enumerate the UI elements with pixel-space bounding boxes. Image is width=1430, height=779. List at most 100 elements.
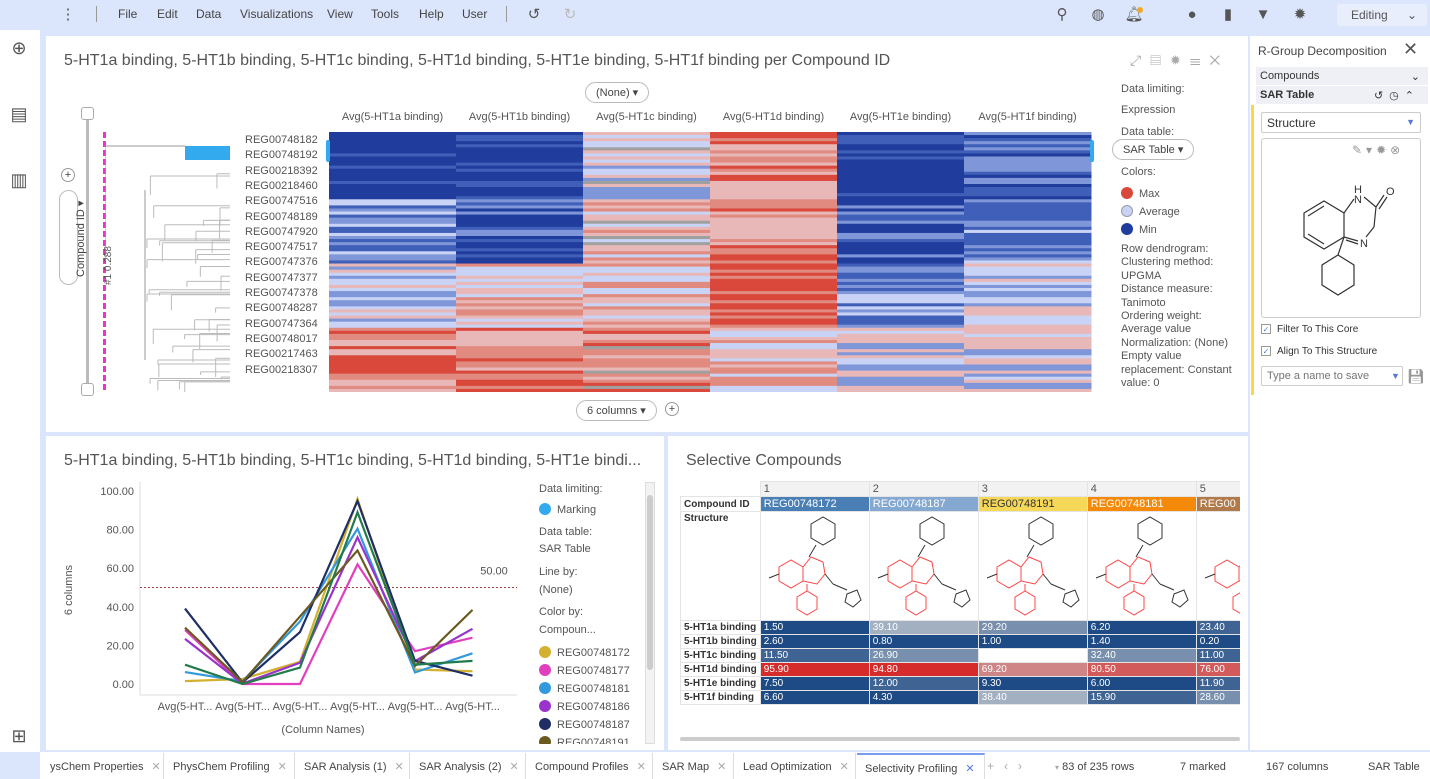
- heatmap-cell[interactable]: [329, 376, 457, 381]
- heatmap-cell[interactable]: [837, 132, 965, 136]
- heatmap-cell[interactable]: [964, 358, 1092, 362]
- heatmap-cell[interactable]: [964, 303, 1092, 307]
- heatmap-cell[interactable]: [964, 217, 1092, 222]
- heatmap-cell[interactable]: [456, 135, 584, 139]
- row-label[interactable]: REG00747517: [245, 241, 318, 254]
- heatmap-cell[interactable]: [964, 144, 1092, 148]
- heatmap-cell[interactable]: [456, 312, 584, 317]
- heatmap-cell[interactable]: [710, 303, 838, 307]
- heatmap-cell[interactable]: [964, 327, 1092, 332]
- globe-icon[interactable]: ◍: [1091, 6, 1105, 23]
- heatmap-cell[interactable]: [583, 379, 711, 384]
- heatmap-cell[interactable]: [710, 340, 838, 344]
- heatmap-cell[interactable]: [964, 141, 1092, 145]
- row-dendrogram[interactable]: [105, 130, 235, 395]
- heatmap-cell[interactable]: [456, 340, 584, 344]
- heatmap-cell[interactable]: [837, 343, 965, 347]
- heatmap-cell[interactable]: [456, 272, 584, 277]
- heatmap-cell[interactable]: [329, 358, 457, 362]
- maximize-icon[interactable]: ⤢: [1130, 52, 1151, 68]
- heatmap-cell[interactable]: [710, 208, 838, 213]
- heatmap-cell[interactable]: [456, 214, 584, 219]
- heatmap-cell[interactable]: [583, 226, 711, 231]
- heatmap-cell[interactable]: [710, 153, 838, 157]
- heatmap-cell[interactable]: [837, 330, 965, 335]
- heatmap-cell[interactable]: [710, 220, 838, 225]
- page-tab[interactable]: Lead Optimization ✕: [735, 753, 856, 779]
- legend-item[interactable]: REG00748177: [539, 664, 644, 682]
- heatmap-cell[interactable]: [837, 382, 965, 387]
- previous-page-icon[interactable]: ‹: [1004, 759, 1019, 773]
- heatmap-cell[interactable]: [837, 346, 965, 350]
- sar-table-section[interactable]: SAR Table ↺◷⌃: [1256, 86, 1428, 104]
- heatmap-cell[interactable]: [583, 208, 711, 213]
- heatmap-cell[interactable]: [964, 245, 1092, 249]
- heatmap-cell[interactable]: [964, 333, 1092, 338]
- heatmap-cell[interactable]: [837, 269, 965, 274]
- filter-icon[interactable]: ▼: [1255, 6, 1271, 23]
- heatmap-cell[interactable]: [583, 385, 711, 390]
- notification-bell-icon[interactable]: 🔔︎: [1124, 6, 1144, 23]
- heatmap-cell[interactable]: [329, 327, 457, 332]
- heatmap-cell[interactable]: [837, 385, 965, 390]
- export-icon[interactable]: ▤: [1150, 52, 1170, 68]
- heatmap-cell[interactable]: [837, 177, 965, 182]
- edit-icon[interactable]: ✎▾: [1352, 143, 1377, 157]
- marked-cluster[interactable]: [185, 146, 230, 160]
- heatmap-cell[interactable]: [710, 211, 838, 216]
- heatmap-cell[interactable]: [583, 245, 711, 249]
- heatmap-cell[interactable]: [837, 150, 965, 154]
- heatmap-cell[interactable]: [710, 144, 838, 148]
- heatmap-cell[interactable]: [329, 180, 457, 185]
- heatmap-cell[interactable]: [710, 217, 838, 222]
- heatmap-cell[interactable]: [837, 236, 965, 240]
- heatmap-cell[interactable]: [329, 211, 457, 216]
- heatmap-cell[interactable]: [583, 327, 711, 332]
- heatmap-cell[interactable]: [329, 352, 457, 356]
- heatmap-cell[interactable]: [329, 278, 457, 283]
- heatmap-cell[interactable]: [837, 220, 965, 225]
- heatmap-cell[interactable]: [456, 291, 584, 295]
- column-header[interactable]: Avg(5-HT1b binding): [468, 111, 571, 123]
- legend-scrollbar[interactable]: [645, 482, 655, 744]
- menu-file[interactable]: File: [118, 7, 138, 21]
- heatmap-cell[interactable]: [583, 269, 711, 274]
- heatmap-cell[interactable]: [583, 355, 711, 359]
- heatmap-cell[interactable]: [456, 303, 584, 307]
- heatmap-cell[interactable]: [583, 147, 711, 151]
- heatmap-cell[interactable]: [583, 382, 711, 387]
- row-label[interactable]: REG00748189: [245, 210, 318, 223]
- legend-color-min[interactable]: Min: [1121, 223, 1157, 236]
- heatmap-cell[interactable]: [583, 346, 711, 350]
- more-vertical-icon[interactable]: ⋮: [60, 6, 76, 23]
- heatmap-cell[interactable]: [710, 291, 838, 295]
- row-label[interactable]: REG00748287: [245, 302, 318, 315]
- heatmap-cell[interactable]: [456, 242, 584, 246]
- heatmap-cell[interactable]: [964, 232, 1092, 237]
- heatmap-cell[interactable]: [329, 281, 457, 286]
- heatmap-cell[interactable]: [456, 330, 584, 335]
- heatmap-cell[interactable]: [710, 214, 838, 219]
- heatmap-cell[interactable]: [710, 248, 838, 252]
- heatmap-cell[interactable]: [583, 174, 711, 179]
- heatmap-cell[interactable]: [456, 385, 584, 390]
- heatmap-cell[interactable]: [583, 165, 711, 170]
- search-icon[interactable]: ⚲: [1056, 6, 1068, 23]
- slider-handle-bottom[interactable]: [81, 383, 94, 396]
- filter-to-core-checkbox[interactable]: ✓ Filter To This Core: [1261, 324, 1358, 335]
- heatmap-cell[interactable]: [583, 306, 711, 310]
- heatmap-cell[interactable]: [964, 385, 1092, 390]
- heatmap-cell[interactable]: [710, 364, 838, 369]
- heatmap-cell[interactable]: [329, 346, 457, 350]
- heatmap-cell[interactable]: [456, 174, 584, 179]
- heatmap-cell[interactable]: [456, 364, 584, 369]
- heatmap-cell[interactable]: [837, 309, 965, 313]
- heatmap-cell[interactable]: [964, 260, 1092, 265]
- heatmap-cell[interactable]: [329, 202, 457, 206]
- heatmap-cell[interactable]: [329, 370, 457, 375]
- heatmap-cell[interactable]: [583, 159, 711, 164]
- heatmap-cell[interactable]: [329, 272, 457, 277]
- heatmap-cell[interactable]: [964, 388, 1092, 392]
- heatmap-cell[interactable]: [710, 165, 838, 170]
